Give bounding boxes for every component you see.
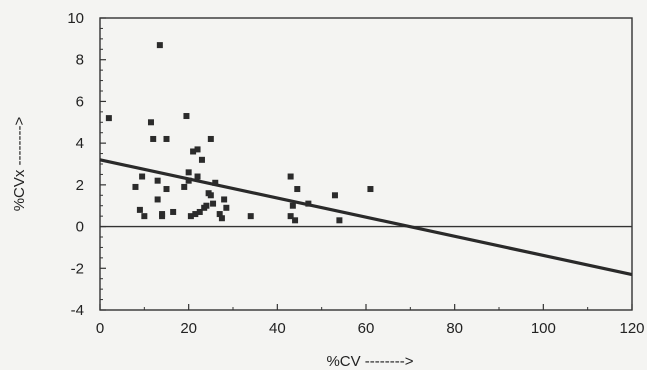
y-tick-label: 8 [76,52,84,69]
data-point [203,202,210,209]
data-point [163,186,170,193]
x-tick-label: 0 [96,320,104,337]
data-point [198,156,205,163]
data-point [305,200,312,207]
data-point [212,179,219,186]
x-tick-label: 120 [619,320,644,337]
data-point [181,183,188,190]
data-point [187,213,194,220]
data-point [154,196,161,203]
x-tick-label: 40 [269,320,286,337]
data-point [221,196,228,203]
x-tick-label: 100 [531,320,556,337]
x-tick-label: 80 [446,320,463,337]
data-point [150,135,157,142]
data-point [154,177,161,184]
data-point [194,146,201,153]
y-tick-label: 2 [76,177,84,194]
data-point [163,135,170,142]
data-point [156,42,163,49]
plot-area [99,17,633,311]
data-point [294,186,301,193]
x-axis-title: %CV --------> [326,353,413,370]
y-axis-title: %CVx --------> [11,116,28,211]
y-tick-label: 0 [76,219,84,236]
data-point [287,173,294,180]
y-tick-label: -2 [71,260,84,277]
axes-ticks: 0 20 40 60 80 100 120 -4 -2 0 2 4 6 8 10 [67,10,644,337]
data-point [105,115,112,122]
data-point [207,192,214,199]
data-point [136,206,143,213]
y-tick-label: 6 [76,93,84,110]
data-point [159,213,166,220]
data-point [141,213,148,220]
data-point [183,113,190,120]
data-point [194,173,201,180]
data-point [207,135,214,142]
y-tick-label: -4 [71,302,84,319]
trend-line [99,158,633,277]
x-tick-label: 60 [358,320,375,337]
data-point [185,169,192,176]
data-point [289,202,296,209]
x-tick-label: 20 [180,320,197,337]
data-point [132,183,139,190]
y-tick-label: 10 [67,10,84,27]
data-point [192,211,199,218]
data-point [292,217,299,224]
data-point [185,177,192,184]
data-point [147,119,154,126]
data-point [367,186,374,193]
data-point [190,148,197,155]
data-point [336,217,343,224]
data-point [216,211,223,218]
y-tick-label: 4 [76,135,84,152]
data-point [170,208,177,215]
plot-content [99,42,633,277]
data-point [287,213,294,220]
data-point [331,192,338,199]
data-point [139,173,146,180]
data-point [210,200,217,207]
data-point [223,204,230,211]
data-point [218,215,225,222]
data-point [196,208,203,215]
data-point [247,213,254,220]
